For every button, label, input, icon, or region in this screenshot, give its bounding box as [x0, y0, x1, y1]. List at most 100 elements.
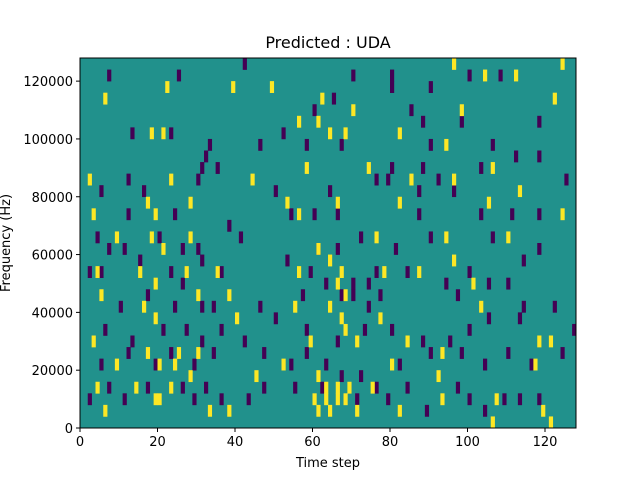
low-value-cell	[242, 335, 247, 348]
low-value-cell	[552, 300, 557, 313]
low-value-cell	[355, 393, 360, 406]
low-value-cell	[130, 335, 135, 348]
high-value-cell	[169, 173, 174, 186]
high-value-cell	[483, 69, 488, 82]
high-value-cell	[560, 58, 565, 70]
low-value-cell	[459, 115, 464, 128]
y-tick-label: 0	[65, 422, 73, 437]
high-value-cell	[227, 289, 232, 302]
low-value-cell	[107, 69, 112, 82]
high-value-cell	[378, 312, 383, 325]
high-value-cell	[188, 370, 193, 383]
low-value-cell	[374, 173, 379, 186]
high-value-cell	[235, 312, 240, 325]
high-value-cell	[533, 358, 538, 371]
low-value-cell	[227, 219, 232, 232]
low-value-cell	[359, 370, 364, 383]
low-value-cell	[238, 231, 244, 244]
low-value-cell	[335, 208, 340, 221]
low-value-cell	[506, 277, 511, 290]
high-value-cell	[347, 381, 352, 394]
low-value-cell	[219, 266, 224, 278]
high-value-cell	[324, 381, 329, 394]
low-value-cell	[386, 173, 391, 186]
high-value-cell	[517, 185, 523, 198]
high-value-cell	[343, 393, 348, 406]
low-value-cell	[490, 231, 495, 244]
high-value-cell	[145, 347, 151, 359]
high-value-cell	[409, 173, 414, 186]
high-value-cell	[215, 266, 220, 278]
high-value-cell	[324, 393, 329, 406]
low-value-cell	[87, 266, 92, 278]
low-value-cell	[386, 393, 391, 406]
high-value-cell	[103, 404, 108, 417]
low-value-cell	[219, 323, 224, 336]
high-value-cell	[142, 300, 147, 313]
high-value-cell	[188, 231, 193, 244]
low-value-cell	[304, 323, 309, 336]
low-value-cell	[169, 266, 174, 278]
low-value-cell	[490, 138, 495, 151]
low-value-cell	[215, 162, 220, 174]
low-value-cell	[421, 115, 426, 128]
high-value-cell	[397, 196, 402, 209]
y-tick-label: 60000	[32, 249, 73, 264]
low-value-cell	[262, 381, 267, 394]
high-value-cell	[537, 335, 542, 348]
low-value-cell	[285, 254, 290, 267]
low-value-cell	[537, 208, 542, 221]
high-value-cell	[297, 266, 302, 278]
low-value-cell	[142, 185, 147, 198]
high-value-cell	[145, 196, 151, 209]
high-value-cell	[184, 266, 189, 278]
high-value-cell	[153, 312, 158, 325]
low-value-cell	[517, 312, 523, 325]
high-value-cell	[436, 370, 441, 383]
low-value-cell	[157, 231, 162, 244]
low-value-cell	[339, 289, 344, 302]
low-value-cell	[339, 138, 344, 151]
low-value-cell	[324, 277, 329, 290]
high-value-cell	[312, 393, 317, 406]
high-value-cell	[548, 335, 554, 348]
high-value-cell	[328, 254, 333, 267]
low-value-cell	[390, 69, 395, 82]
low-value-cell	[138, 254, 143, 267]
low-value-cell	[169, 127, 174, 140]
low-value-cell	[200, 335, 205, 348]
high-value-cell	[149, 127, 154, 140]
low-value-cell	[537, 150, 542, 163]
x-tick-label: 0	[76, 435, 84, 450]
high-value-cell	[355, 335, 360, 348]
low-value-cell	[304, 138, 309, 151]
high-value-cell	[452, 173, 457, 186]
low-value-cell	[397, 358, 402, 371]
high-value-cell	[316, 370, 321, 383]
low-value-cell	[479, 162, 484, 174]
high-value-cell	[165, 81, 170, 93]
high-value-cell	[196, 347, 201, 359]
x-tick-label: 60	[304, 435, 321, 450]
low-value-cell	[300, 289, 306, 302]
chart-title: Predicted : UDA	[265, 33, 390, 52]
low-value-cell	[130, 127, 135, 140]
high-value-cell	[382, 266, 387, 278]
x-axis: 0 20 40 60 80 100 120	[76, 428, 557, 450]
low-value-cell	[331, 92, 337, 105]
plot-frame	[79, 57, 577, 429]
low-value-cell	[304, 347, 309, 359]
low-value-cell	[180, 243, 185, 255]
high-value-cell	[339, 312, 344, 325]
high-value-cell	[297, 115, 302, 128]
low-value-cell	[126, 347, 131, 359]
y-axis: 0 20000 40000 60000 80000 100000 120000	[23, 75, 80, 437]
high-value-cell	[417, 266, 422, 278]
low-value-cell	[362, 323, 368, 336]
high-value-cell	[153, 393, 158, 406]
high-value-cell	[231, 81, 236, 93]
low-value-cell	[560, 347, 565, 359]
low-value-cell	[359, 231, 364, 244]
low-value-cell	[486, 277, 492, 290]
low-value-cell	[564, 173, 569, 186]
